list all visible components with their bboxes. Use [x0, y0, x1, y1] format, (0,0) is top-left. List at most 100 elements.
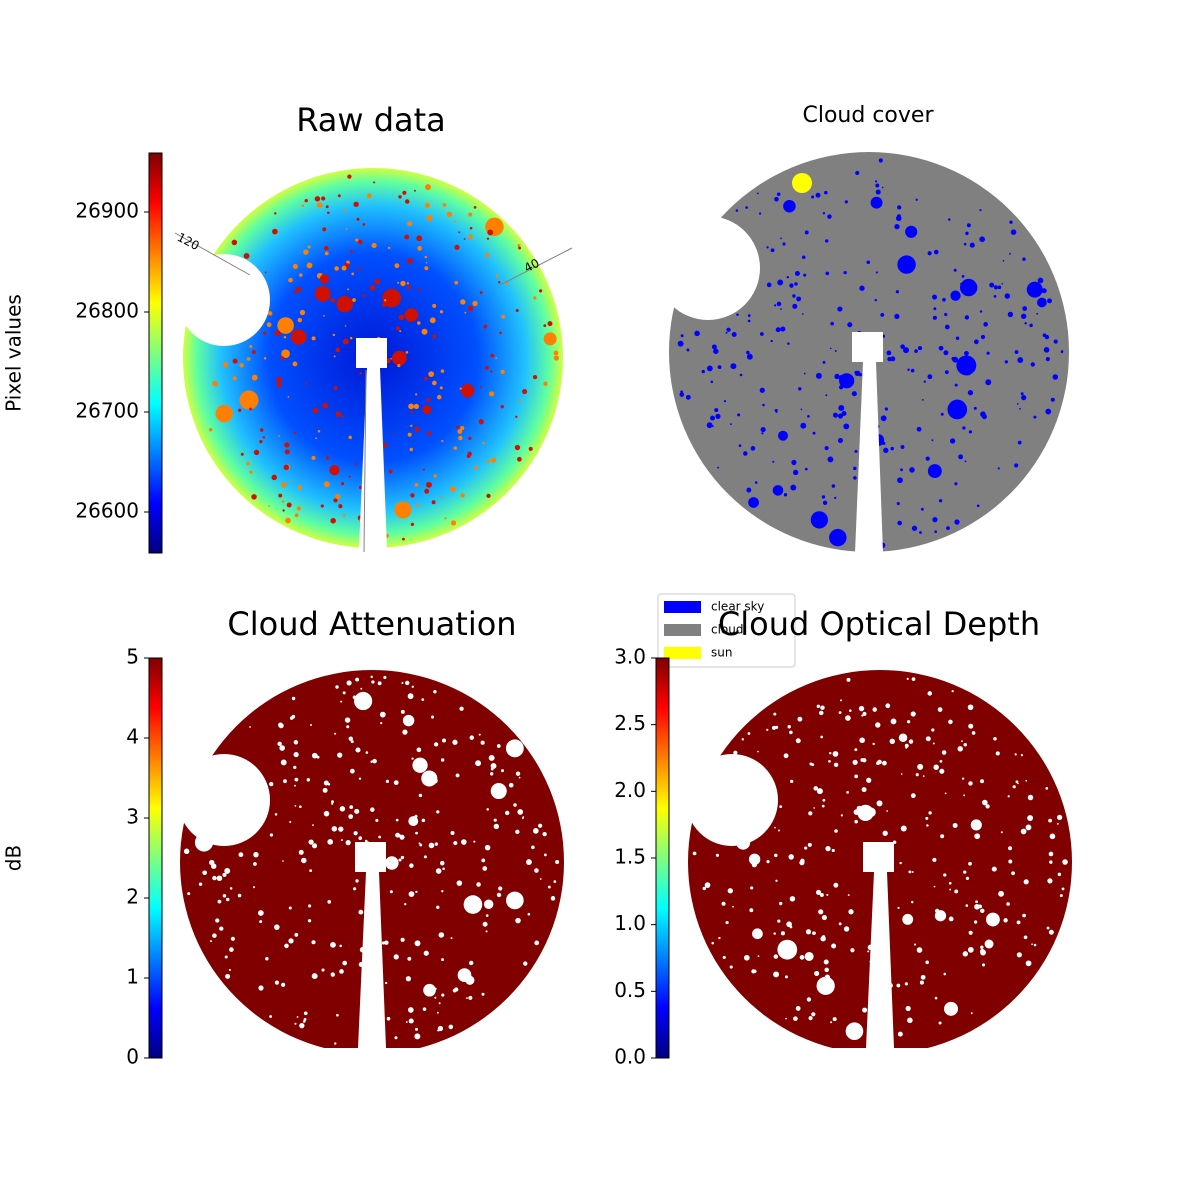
sky-blob: [402, 729, 408, 735]
sky-blob: [925, 960, 929, 965]
sky-blob: [784, 975, 788, 979]
sky-blob: [436, 810, 440, 814]
sky-blob: [875, 189, 881, 195]
sky-blob: [277, 317, 294, 334]
sky-blob: [777, 919, 781, 923]
sky-blob: [416, 503, 420, 507]
sky-blob: [701, 369, 706, 374]
sky-blob: [468, 995, 473, 1000]
sky-blob: [414, 940, 421, 947]
sky-blob: [312, 407, 319, 414]
sky-blob: [737, 413, 741, 417]
sky-blob: [401, 681, 404, 684]
sky-blob: [257, 910, 264, 916]
sky-blob: [900, 825, 907, 832]
sky-blob: [726, 327, 731, 332]
sky-blob: [993, 285, 998, 290]
sky-blob: [933, 249, 939, 255]
sky-blob: [897, 255, 916, 274]
legend-swatch: [664, 647, 701, 659]
sky-blob: [350, 740, 354, 744]
sky-blob: [407, 693, 414, 700]
sky-blob: [946, 526, 950, 531]
sky-blob: [1037, 297, 1047, 308]
sky-blob: [1019, 407, 1021, 410]
sky-blob: [338, 826, 344, 832]
panel-title: Cloud Attenuation: [227, 605, 516, 643]
sky-blob: [466, 997, 468, 999]
sky-blob: [792, 469, 799, 476]
sky-blob: [410, 410, 414, 414]
sky-blob: [800, 422, 807, 429]
sky-blob: [453, 446, 458, 450]
sky-blob: [780, 308, 782, 310]
sky-blob: [780, 931, 785, 936]
sky-blob: [980, 334, 986, 340]
sky-blob: [393, 954, 399, 960]
sky-blob: [841, 410, 847, 416]
sky-blob: [297, 485, 303, 490]
sky-blob: [928, 811, 932, 815]
sky-blob: [504, 810, 510, 816]
sky-blob: [387, 246, 391, 250]
sky-blob: [336, 295, 354, 313]
sky-blob: [441, 439, 444, 443]
colorbar: [148, 657, 163, 1059]
sky-blob: [349, 336, 353, 340]
sky-blob: [848, 909, 854, 915]
sky-blob: [903, 347, 910, 354]
sky-blob: [269, 833, 274, 837]
sky-blob: [384, 981, 388, 985]
sky-blob: [1024, 322, 1027, 325]
sky-blob: [983, 322, 989, 327]
sky-blob: [940, 412, 944, 416]
sky-blob: [739, 373, 743, 377]
sky-blob: [293, 751, 299, 758]
sky-blob: [263, 356, 267, 360]
sky-blob: [479, 386, 482, 389]
sky-blob: [777, 939, 798, 960]
sky-blob: [1048, 818, 1052, 823]
sky-blob: [547, 321, 553, 327]
sky-blob: [543, 853, 547, 857]
sky-blob: [803, 273, 807, 277]
sky-blob: [897, 205, 902, 210]
sky-blob: [415, 831, 418, 835]
sky-blob: [1025, 779, 1028, 782]
sky-blob: [907, 1017, 913, 1024]
sky-blob: [911, 870, 914, 873]
sky-blob: [969, 242, 975, 248]
sky-blob: [779, 805, 783, 809]
sky-blob: [790, 484, 797, 491]
sky-blob: [436, 394, 442, 400]
sky-blob: [815, 192, 821, 198]
sky-blob: [389, 890, 393, 894]
sky-blob: [304, 198, 308, 203]
sky-blob: [935, 908, 940, 913]
sky-blob: [481, 992, 485, 996]
sky-blob: [948, 881, 952, 885]
sky-blob: [293, 291, 297, 294]
sky-blob: [772, 460, 775, 463]
sky-blob: [518, 246, 522, 250]
sky-blob: [982, 963, 986, 967]
sky-blob: [424, 202, 431, 208]
sky-blob: [482, 921, 488, 927]
sky-blob: [897, 520, 902, 526]
sky-blob: [396, 326, 401, 331]
sky-blob: [352, 298, 356, 302]
sky-blob: [838, 375, 845, 381]
sky-blob: [276, 382, 282, 388]
sky-blob: [534, 940, 540, 946]
sky-blob: [307, 301, 310, 304]
sky-blob: [499, 331, 502, 335]
sky-blob: [249, 345, 253, 349]
sky-blob: [904, 743, 909, 748]
sky-blob: [345, 228, 348, 230]
sky-blob: [965, 231, 969, 236]
sky-blob: [296, 1016, 299, 1018]
sky-blob: [490, 370, 493, 373]
sky-blob: [808, 1016, 813, 1021]
sky-blob: [1023, 879, 1029, 885]
sky-blob: [258, 985, 264, 991]
